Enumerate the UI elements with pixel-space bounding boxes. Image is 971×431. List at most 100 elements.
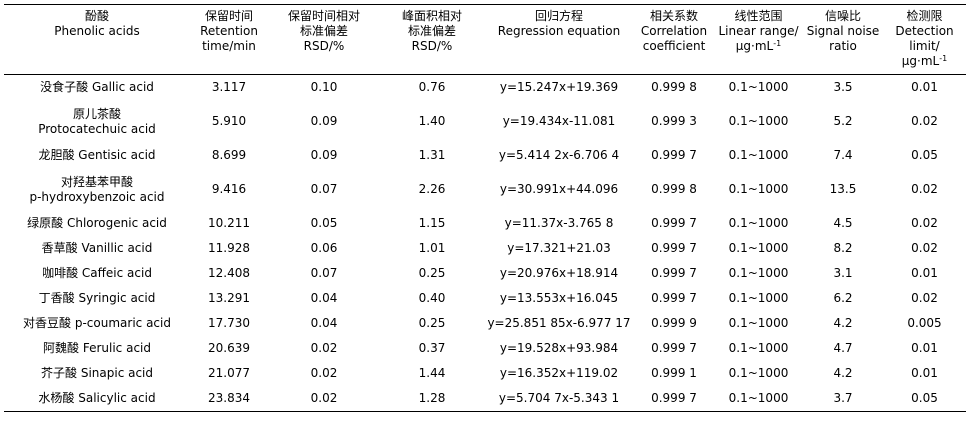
compound-name-cell: 原儿茶酸 Protocatechuic acid — [4, 100, 190, 143]
compound-name-cell: 阿魏酸 Ferulic acid — [4, 336, 190, 361]
compound-name-zh: 对香豆酸 — [23, 316, 72, 330]
regression-equation-cell: y=19.528x+93.984 — [499, 341, 619, 355]
compound-name-cell: 没食子酸 Gallic acid — [4, 75, 190, 101]
regression-equation-cell: y=13.553x+16.045 — [499, 291, 619, 305]
rt-rsd-cell: 0.07 — [310, 266, 338, 280]
regression-equation-cell: y=5.414 2x-6.706 4 — [498, 148, 620, 162]
retention-time-cell: 20.639 — [208, 341, 250, 355]
correlation-coefficient-cell: 0.999 1 — [651, 366, 697, 380]
detection-limit-cell: 0.02 — [911, 114, 938, 128]
linear-range-cell: 0.1~1000 — [728, 182, 789, 196]
area-rsd-cell: 1.15 — [418, 216, 446, 230]
rt-rsd-cell: 0.10 — [310, 80, 338, 94]
column-header-line: Regression equation — [497, 24, 621, 38]
correlation-coefficient-cell: 0.999 7 — [651, 291, 697, 305]
table-row: 原儿茶酸 Protocatechuic acid 5.910 0.09 1.40 y=19… — [4, 100, 966, 143]
detection-limit-cell: 0.01 — [911, 366, 938, 380]
area-rsd-cell: 1.01 — [418, 241, 446, 255]
compound-name-zh: 咖啡酸 — [42, 266, 79, 280]
signal-noise-cell: 7.4 — [833, 148, 853, 162]
column-header-line: 标准偏差 — [407, 24, 456, 38]
rt-rsd-cell: 0.05 — [310, 216, 338, 230]
detection-limit-cell: 0.02 — [911, 291, 938, 305]
detection-limit-cell: 0.005 — [907, 316, 942, 330]
compound-name-cell: 芥子酸 Sinapic acid — [4, 361, 190, 386]
compound-name-cell: 龙胆酸 Gentisic acid — [4, 143, 190, 168]
retention-time-cell: 9.416 — [211, 182, 247, 196]
detection-limit-cell: 0.01 — [911, 341, 938, 355]
detection-limit-cell: 0.02 — [911, 216, 938, 230]
table-row: 绿原酸 Chlorogenic acid 10.211 0.05 1.15 y=11.3… — [4, 211, 966, 236]
column-header-zh: 线性范围 — [734, 9, 783, 23]
compound-name-en: Chlorogenic acid — [66, 216, 167, 230]
signal-noise-cell: 3.1 — [833, 266, 853, 280]
compound-name-en: Ferulic acid — [82, 341, 151, 355]
linear-range-cell: 0.1~1000 — [728, 114, 789, 128]
column-header-line: Linear range/ — [718, 24, 799, 38]
table-row: 阿魏酸 Ferulic acid 20.639 0.02 0.37 y=19.528x+… — [4, 336, 966, 361]
header-row: 酚酸 Phenolic acids 保留时间 Retention time/min 保留时… — [4, 4, 966, 75]
compound-name-en: Protocatechuic acid — [38, 121, 156, 136]
regression-equation-cell: y=11.37x-3.765 8 — [504, 216, 614, 230]
compound-name-cell: 对香豆酸 p-coumaric acid — [4, 311, 190, 336]
retention-time-cell: 21.077 — [208, 366, 250, 380]
column-header-zh: 保留时间 — [204, 9, 253, 23]
area-rsd-cell: 1.44 — [418, 366, 446, 380]
compound-name-cell: 香草酸 Vanillic acid — [4, 236, 190, 261]
column-header: 相关系数 Correlation coefficient — [634, 4, 714, 75]
compound-name-zh: 没食子酸 — [40, 80, 89, 94]
correlation-coefficient-cell: 0.999 7 — [634, 386, 714, 412]
correlation-coefficient-cell: 0.999 7 — [651, 216, 697, 230]
compound-name-en: Gentisic acid — [78, 148, 156, 162]
rt-rsd-cell: 0.02 — [310, 366, 338, 380]
column-header-line: Signal noise — [806, 24, 880, 38]
column-header: 检测限 Detection limit/μg·mL-1 — [883, 4, 966, 75]
signal-noise-cell: 4.7 — [833, 341, 853, 355]
detection-limit-cell: 0.05 — [911, 148, 938, 162]
rt-rsd-cell: 0.04 — [310, 316, 338, 330]
column-header: 保留时间相对 标准偏差 RSD/% — [268, 4, 380, 75]
column-header-zh: 峰面积相对 — [401, 9, 462, 23]
linear-range-cell: 0.1~1000 — [728, 216, 789, 230]
compound-name-zh: 原儿茶酸 — [72, 106, 121, 121]
linear-range-cell: 0.1~1000 — [728, 291, 789, 305]
compound-name-en: Salicylic acid — [78, 391, 156, 405]
compound-name-en: p-coumaric acid — [74, 316, 171, 330]
column-header-line: ratio — [829, 39, 857, 53]
area-rsd-cell: 1.31 — [418, 148, 446, 162]
unit-exponent: -1 — [773, 39, 782, 48]
regression-equation-cell: y=30.991x+44.096 — [499, 182, 619, 196]
retention-time-cell: 17.730 — [208, 316, 250, 330]
compound-name-zh: 水杨酸 — [38, 391, 75, 405]
column-header-zh: 回归方程 — [534, 9, 583, 23]
column-header-zh: 检测限 — [906, 9, 943, 23]
compound-name-zh: 丁香酸 — [38, 291, 75, 305]
compound-name-en: Sinapic acid — [80, 366, 154, 380]
regression-equation-cell: y=25.851 85x-6.977 17 — [487, 316, 631, 330]
linear-range-cell: 0.1~1000 — [728, 266, 789, 280]
signal-noise-cell: 4.2 — [833, 366, 853, 380]
compound-name-en: Gallic acid — [91, 80, 154, 94]
retention-time-cell: 12.408 — [208, 266, 250, 280]
column-header-line: μg·mL-1 — [901, 54, 948, 68]
linear-range-cell: 0.1~1000 — [728, 341, 789, 355]
regression-equation-cell: y=20.976x+18.914 — [499, 266, 619, 280]
compound-name-zh: 香草酸 — [41, 241, 78, 255]
detection-limit-cell: 0.02 — [911, 182, 938, 196]
area-rsd-cell: 1.40 — [418, 114, 446, 128]
column-header-line: Phenolic acids — [54, 24, 140, 38]
column-header: 保留时间 Retention time/min — [190, 4, 268, 75]
table-row: 对香豆酸 p-coumaric acid 17.730 0.04 0.25 y=25.8… — [4, 311, 966, 336]
column-header-zh: 保留时间相对 — [287, 9, 360, 23]
detection-limit-cell: 0.05 — [883, 386, 966, 412]
area-rsd-cell: 2.26 — [418, 182, 446, 196]
retention-time-cell: 8.699 — [211, 148, 247, 162]
signal-noise-cell: 4.5 — [833, 216, 853, 230]
regression-equation-cell: y=16.352x+119.02 — [499, 366, 619, 380]
regression-equation-cell: y=19.434x-11.081 — [502, 114, 616, 128]
signal-noise-cell: 13.5 — [829, 182, 857, 196]
table-row: 水杨酸 Salicylic acid 23.834 0.02 1.28 y=5.704 … — [4, 386, 966, 412]
linear-range-cell: 0.1~1000 — [714, 386, 803, 412]
rt-rsd-cell: 0.02 — [268, 386, 380, 412]
table-row: 咖啡酸 Caffeic acid 12.408 0.07 0.25 y=20.976x+… — [4, 261, 966, 286]
